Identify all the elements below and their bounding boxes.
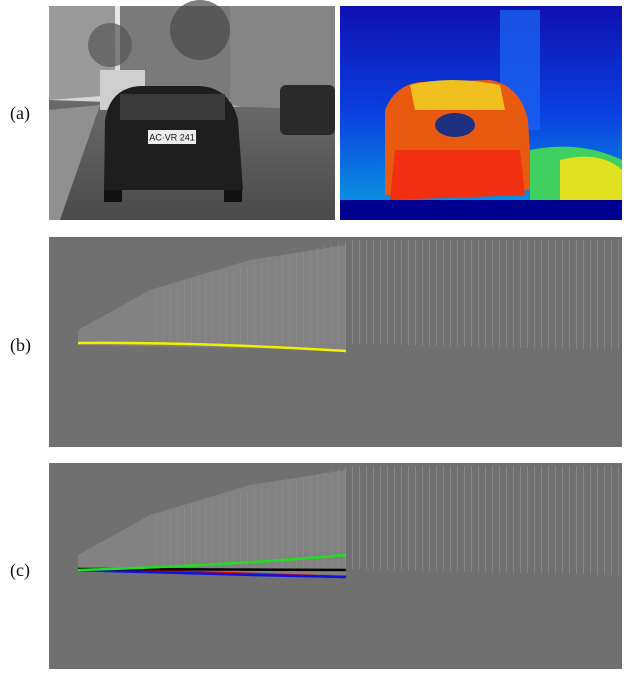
v-disparity-c — [49, 463, 622, 669]
plate-text: AC·VR 241 — [149, 132, 195, 142]
panel-label: (b) — [10, 335, 31, 356]
v-disparity-b — [49, 237, 622, 447]
figure: (a) (b) (c) AC·VR 241 — [0, 0, 627, 669]
panel-label: (a) — [10, 103, 30, 124]
disparity-map — [340, 6, 622, 220]
panel-label: (c) — [10, 560, 30, 581]
street-photo: AC·VR 241 — [49, 0, 335, 220]
